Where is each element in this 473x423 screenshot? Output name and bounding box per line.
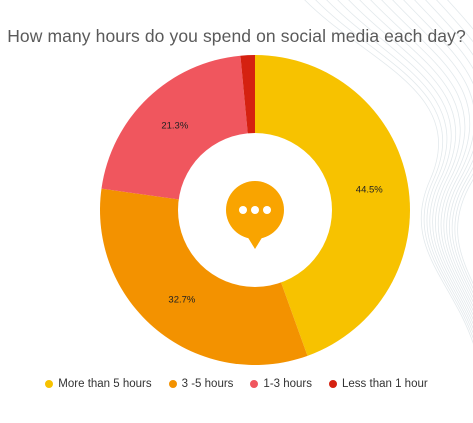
legend-swatch	[45, 380, 54, 388]
legend-swatch	[168, 380, 177, 388]
background-wave-line	[436, 0, 473, 290]
speech-bubble-ellipsis-icon	[226, 181, 284, 249]
background-wave-line	[425, 0, 473, 294]
legend-item: 1-3 hours	[250, 378, 312, 390]
legend-item: 3 -5 hours	[168, 378, 234, 390]
legend-item: More than 5 hours	[45, 378, 152, 390]
legend-swatch	[250, 380, 259, 388]
background-wave-line	[326, 0, 473, 334]
data-label: 21.3%	[161, 121, 188, 132]
background-wave-line	[447, 0, 473, 285]
background-wave-line	[315, 0, 473, 340]
data-label: 44.5%	[356, 185, 383, 196]
data-label: 32.7%	[168, 295, 195, 306]
background-wave-line	[348, 0, 473, 325]
background-wave-line	[304, 0, 473, 344]
background-wave-line	[392, 0, 473, 307]
legend-label: 3 -5 hours	[181, 378, 234, 390]
background-wave-line	[381, 0, 473, 312]
background-wave-line	[414, 0, 473, 299]
background-wave-line	[337, 0, 473, 330]
background-wave-line	[359, 0, 473, 320]
legend-label: More than 5 hours	[58, 378, 152, 390]
legend-swatch	[329, 380, 338, 388]
chart-title: How many hours do you spend on social me…	[7, 26, 466, 46]
chart-legend: More than 5 hours 3 -5 hours 1-3 hours Less…	[0, 378, 473, 390]
legend-label: 1-3 hours	[263, 378, 313, 390]
legend-label: Less than 1 hour	[342, 378, 428, 390]
background-wave-line	[370, 0, 473, 316]
donut-slice-more-than-5-hours	[255, 55, 410, 356]
background-wave-line	[403, 0, 473, 303]
legend-item: Less than 1 hour	[329, 378, 428, 390]
